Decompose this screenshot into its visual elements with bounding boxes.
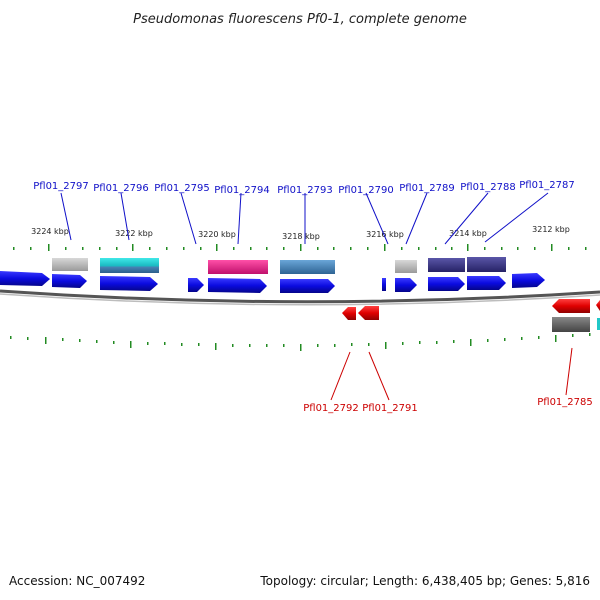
- gene-label[interactable]: Pfl01_2787: [519, 180, 575, 191]
- cog-box: [208, 260, 268, 274]
- gene-arrow[interactable]: [512, 273, 545, 288]
- genome-backbone: [0, 289, 600, 304]
- scale-label: 3224 kbp: [31, 227, 69, 236]
- gene-arrow[interactable]: [552, 299, 590, 313]
- scale-label: 3216 kbp: [366, 230, 404, 239]
- cog-box: [597, 318, 600, 330]
- scale-label: 3218 kbp: [282, 232, 320, 241]
- gene-label[interactable]: Pfl01_2789: [399, 183, 455, 194]
- reverse-gene-labels: [330, 347, 573, 401]
- gene-arrow[interactable]: [100, 276, 158, 291]
- gene-label[interactable]: Pfl01_2792: [303, 403, 359, 414]
- gene-label[interactable]: Pfl01_2788: [460, 182, 516, 193]
- gene-arrow[interactable]: [428, 277, 465, 291]
- cog-box: [395, 260, 417, 273]
- cog-box: [52, 258, 88, 271]
- cog-box: [552, 317, 590, 332]
- gene-arrow[interactable]: [467, 276, 506, 290]
- scale-labels: 3224 kbp 3222 kbp 3220 kbp 3218 kbp 3216…: [31, 225, 570, 241]
- gene-label[interactable]: Pfl01_2791: [362, 403, 418, 414]
- forward-ticks: [13, 244, 587, 251]
- forward-genes: [0, 271, 545, 293]
- cog-category-boxes: [52, 257, 506, 274]
- gene-label[interactable]: Pfl01_2785: [537, 397, 593, 408]
- scale-label: 3214 kbp: [449, 229, 487, 238]
- gene-arrow[interactable]: [596, 300, 600, 311]
- gene-label[interactable]: Pfl01_2795: [154, 183, 210, 194]
- gene-label[interactable]: Pfl01_2793: [277, 185, 333, 196]
- cog-box: [428, 258, 465, 272]
- genome-summary-text: Topology: circular; Length: 6,438,405 bp…: [259, 574, 590, 588]
- gene-arrow[interactable]: [188, 278, 204, 292]
- gene-label[interactable]: Pfl01_2790: [338, 185, 394, 196]
- gene-arrow[interactable]: [382, 278, 386, 291]
- scale-label: 3222 kbp: [115, 229, 153, 238]
- cog-box: [467, 257, 506, 272]
- gene-arrow[interactable]: [208, 278, 267, 293]
- reverse-ticks: [10, 333, 591, 351]
- cog-box: [280, 260, 335, 274]
- gene-arrow[interactable]: [342, 307, 356, 320]
- scale-label: 3212 kbp: [532, 225, 570, 234]
- scale-label: 3220 kbp: [198, 230, 236, 239]
- gene-label[interactable]: Pfl01_2794: [214, 185, 270, 196]
- forward-gene-labels: [60, 192, 549, 245]
- gene-arrow[interactable]: [52, 274, 87, 288]
- gene-label[interactable]: Pfl01_2797: [33, 181, 89, 192]
- accession-text: Accession: NC_007492: [9, 574, 145, 588]
- cog-box: [100, 258, 159, 273]
- reverse-genes: [342, 299, 600, 320]
- map-title: Pseudomonas fluorescens Pf0-1, complete …: [133, 12, 467, 27]
- gene-arrow[interactable]: [280, 279, 335, 293]
- gene-arrow[interactable]: [358, 306, 379, 320]
- gene-label[interactable]: Pfl01_2796: [93, 183, 149, 194]
- gene-arrow[interactable]: [395, 278, 417, 292]
- gene-arrow[interactable]: [0, 271, 50, 286]
